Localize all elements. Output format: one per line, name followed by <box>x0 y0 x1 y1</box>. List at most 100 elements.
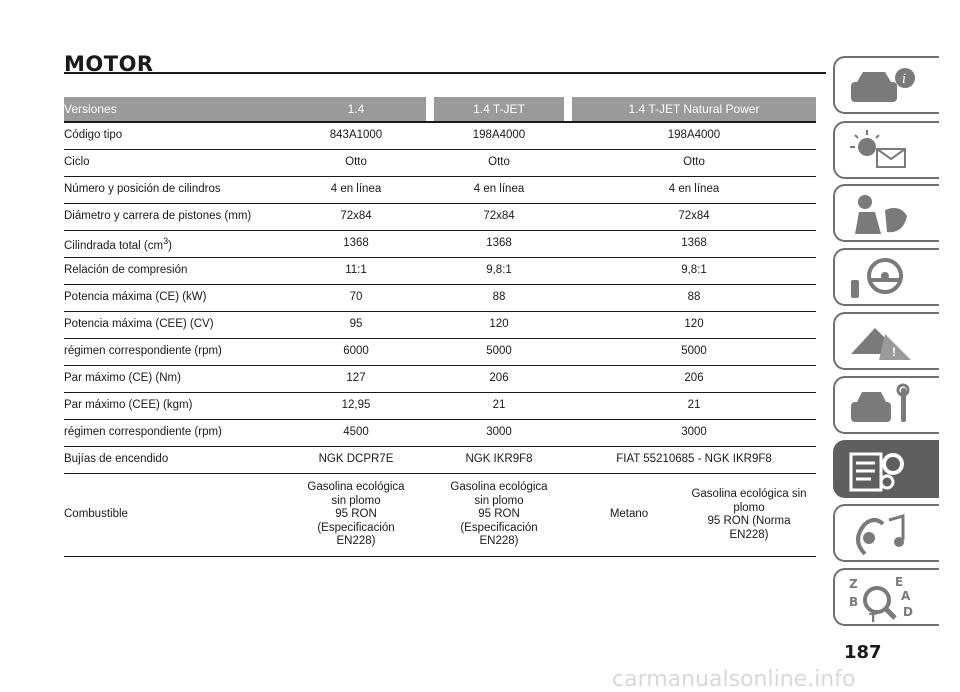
airbag-safety-icon <box>855 195 907 234</box>
row-value: 9,8:1 <box>434 257 564 285</box>
row-value: 206 <box>572 365 816 393</box>
row-label: régimen correspondiente (rpm) <box>64 338 286 366</box>
tab-steering-key[interactable] <box>833 248 939 306</box>
table-row: Código tipo 843A1000 198A4000 198A4000 <box>64 122 816 150</box>
fuel-metano: Metano <box>609 508 649 521</box>
fuel-line: EN228) <box>729 528 769 541</box>
table-row-fuel: Combustible Gasolina ecológica sin plomo… <box>64 473 816 557</box>
tab-warning-lights[interactable] <box>833 121 939 179</box>
header-col-2: 1.4 T-JET <box>434 97 564 123</box>
emergency-icon: ! <box>851 328 911 360</box>
row-value: 9,8:1 <box>572 257 816 285</box>
row-value: Otto <box>572 149 816 177</box>
svg-text:E: E <box>895 575 903 589</box>
car-info-icon: i <box>851 68 915 102</box>
row-value: 1368 <box>286 230 426 258</box>
fuel-line: 95 RON (Norma <box>707 515 791 527</box>
table-row: Relación de compresión 11:1 9,8:1 9,8:1 <box>64 257 816 285</box>
fuel-value-1: Gasolina ecológica sin plomo 95 RON (Esp… <box>286 473 426 557</box>
page-number: 187 <box>844 642 882 663</box>
tab-car-info[interactable]: i <box>833 56 939 114</box>
tab-maintenance[interactable] <box>833 376 939 434</box>
table-row: régimen correspondiente (rpm) 6000 5000 500… <box>64 338 816 366</box>
fuel-line: Gasolina ecológica <box>450 481 548 494</box>
fuel-line: Gasolina ecológica <box>307 481 405 494</box>
maintenance-icon <box>851 383 910 422</box>
row-value: 120 <box>572 311 816 339</box>
svg-text:!: ! <box>892 345 896 359</box>
svg-text:i: i <box>902 72 906 87</box>
row-value: 21 <box>572 392 816 420</box>
fuel-label: Combustible <box>64 473 286 557</box>
header-col-3: 1.4 T-JET Natural Power <box>572 97 816 123</box>
row-value: 198A4000 <box>434 122 564 150</box>
table-row: Bujías de encendido NGK DCPR7E NGK IKR9F8 F… <box>64 446 816 474</box>
fuel-value-2: Gasolina ecológica sin plomo 95 RON (Esp… <box>434 473 564 557</box>
row-value: 88 <box>572 284 816 312</box>
header-col-1: 1.4 <box>286 97 426 123</box>
table-row: régimen correspondiente (rpm) 4500 3000 300… <box>64 419 816 447</box>
svg-text:Z: Z <box>849 577 858 591</box>
table-row: Diámetro y carrera de pistones (mm) 72x84… <box>64 203 816 231</box>
index-icon: Z EA B D T <box>849 575 913 624</box>
tab-technical-data[interactable] <box>833 440 939 498</box>
fuel-line: 95 RON <box>335 508 377 521</box>
row-value: NGK DCPR7E <box>286 446 426 474</box>
fuel-line: EN228) <box>479 535 519 548</box>
engine-spec-table: Versiones 1.4 1.4 T-JET 1.4 T-JET Natura… <box>64 97 816 557</box>
row-value: 206 <box>434 365 564 393</box>
technical-data-icon <box>849 452 904 492</box>
tab-airbag-safety[interactable] <box>833 184 939 242</box>
row-value: NGK IKR9F8 <box>434 446 564 474</box>
fuel-line: 95 RON <box>478 508 520 521</box>
row-value: 4 en línea <box>286 176 426 204</box>
svg-text:D: D <box>903 605 913 619</box>
table-row: Ciclo Otto Otto Otto <box>64 149 816 177</box>
row-label: Potencia máxima (CE) (kW) <box>64 284 286 312</box>
row-value: Otto <box>434 149 564 177</box>
svg-text:B: B <box>849 595 858 609</box>
row-label: Diámetro y carrera de pistones (mm) <box>64 203 286 231</box>
row-label-text: Cilindrada total (cm <box>64 239 164 252</box>
table-row: Potencia máxima (CEE) (CV) 95 120 120 <box>64 311 816 339</box>
header-versions: Versiones <box>64 97 286 123</box>
row-value: 72x84 <box>572 203 816 231</box>
row-value: 5000 <box>572 338 816 366</box>
row-value: 12,95 <box>286 392 426 420</box>
row-value: 843A1000 <box>286 122 426 150</box>
row-label: Ciclo <box>64 149 286 177</box>
steering-key-icon <box>851 258 903 298</box>
row-value: 70 <box>286 284 426 312</box>
watermark: carmanualsonline.info <box>612 667 856 692</box>
row-label: Cilindrada total (cm3) <box>64 230 286 258</box>
unit-superscript: 3 <box>163 235 169 246</box>
row-value: 95 <box>286 311 426 339</box>
row-value: 3000 <box>434 419 564 447</box>
row-value: 11:1 <box>286 257 426 285</box>
multimedia-icon <box>856 514 905 556</box>
table-header-row: Versiones 1.4 1.4 T-JET 1.4 T-JET Natura… <box>64 97 816 123</box>
row-value: 1368 <box>572 230 816 258</box>
row-value: 88 <box>434 284 564 312</box>
svg-text:T: T <box>869 611 878 624</box>
row-value: 127 <box>286 365 426 393</box>
row-value: 72x84 <box>434 203 564 231</box>
row-value: 1368 <box>434 230 564 258</box>
table-row: Número y posición de cilindros 4 en línea… <box>64 176 816 204</box>
fuel-line: EN228) <box>336 535 376 548</box>
fuel-line: sin plomo <box>474 494 524 507</box>
fuel-line: (Especificación <box>317 521 395 534</box>
tab-multimedia[interactable] <box>833 504 939 562</box>
row-value: 4 en línea <box>572 176 816 204</box>
fuel-line: plomo <box>733 501 765 514</box>
warning-lights-icon <box>850 130 906 168</box>
tab-emergency[interactable]: ! <box>833 312 939 370</box>
row-value: 21 <box>434 392 564 420</box>
row-value: 4500 <box>286 419 426 447</box>
table-row: Potencia máxima (CE) (kW) 70 88 88 <box>64 284 816 312</box>
row-value: 198A4000 <box>572 122 816 150</box>
fuel-line: sin plomo <box>331 494 381 507</box>
fuel-line: Gasolina ecológica sin <box>691 488 807 500</box>
row-label: Potencia máxima (CEE) (CV) <box>64 311 286 339</box>
